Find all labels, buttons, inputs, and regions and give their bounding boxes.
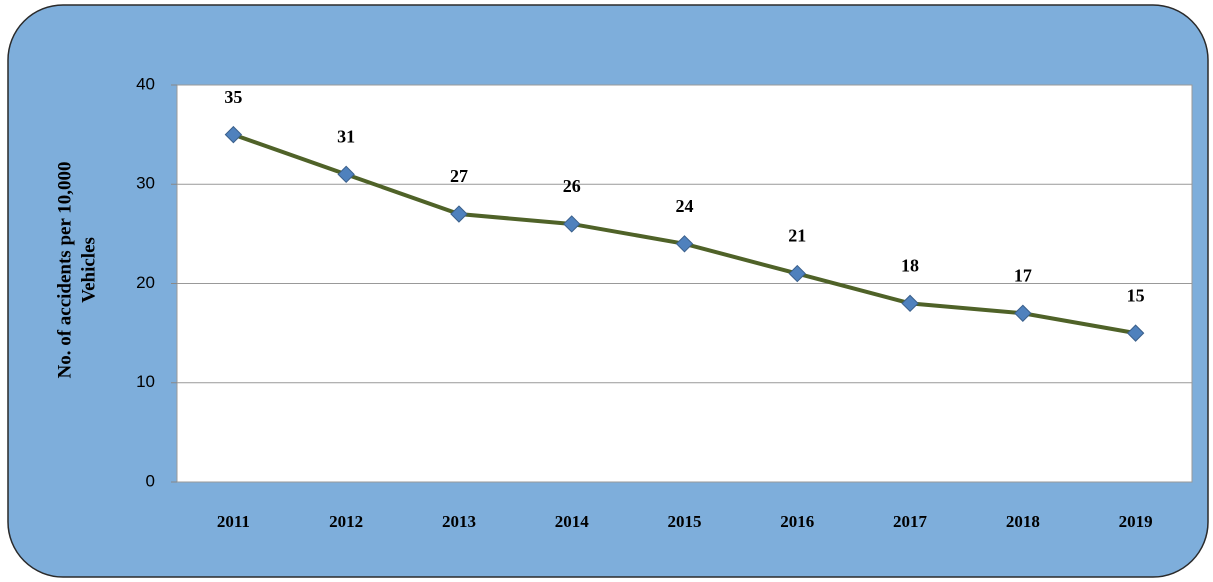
data-label: 35 [224, 87, 242, 107]
x-tick-label: 2017 [893, 512, 928, 531]
data-point [563, 215, 581, 233]
y-tick-label: 40 [136, 74, 155, 93]
data-point [1126, 324, 1145, 342]
data-point [224, 125, 243, 144]
data-point [450, 205, 468, 223]
data-label: 15 [1127, 285, 1145, 305]
data-label: 21 [788, 226, 806, 246]
data-label: 17 [1014, 265, 1032, 285]
y-tick-label: 30 [136, 174, 155, 193]
data-point [1014, 304, 1032, 322]
y-axis-label: No. of accidents per 10,000 [54, 161, 75, 378]
x-tick-label: 2019 [1119, 512, 1153, 531]
x-tick-label: 2014 [555, 512, 590, 531]
x-tick-label: 2013 [442, 512, 476, 531]
y-tick-label: 20 [136, 273, 155, 292]
x-tick-label: 2018 [1006, 512, 1040, 531]
data-point [901, 294, 919, 313]
data-label: 18 [901, 255, 919, 275]
data-label: 27 [450, 166, 468, 186]
data-point [788, 264, 806, 283]
y-tick-label: 10 [136, 372, 155, 391]
x-tick-label: 2011 [217, 512, 250, 531]
data-point [337, 165, 355, 184]
x-tick-label: 2012 [329, 512, 363, 531]
y-axis-label: Vehicles [78, 237, 99, 303]
data-label: 31 [337, 126, 355, 146]
x-tick-label: 2016 [780, 512, 814, 531]
data-point [675, 235, 694, 253]
x-tick-label: 2015 [668, 512, 702, 531]
y-tick-label: 0 [146, 471, 155, 490]
data-label: 24 [676, 196, 694, 216]
data-label: 26 [563, 176, 581, 196]
